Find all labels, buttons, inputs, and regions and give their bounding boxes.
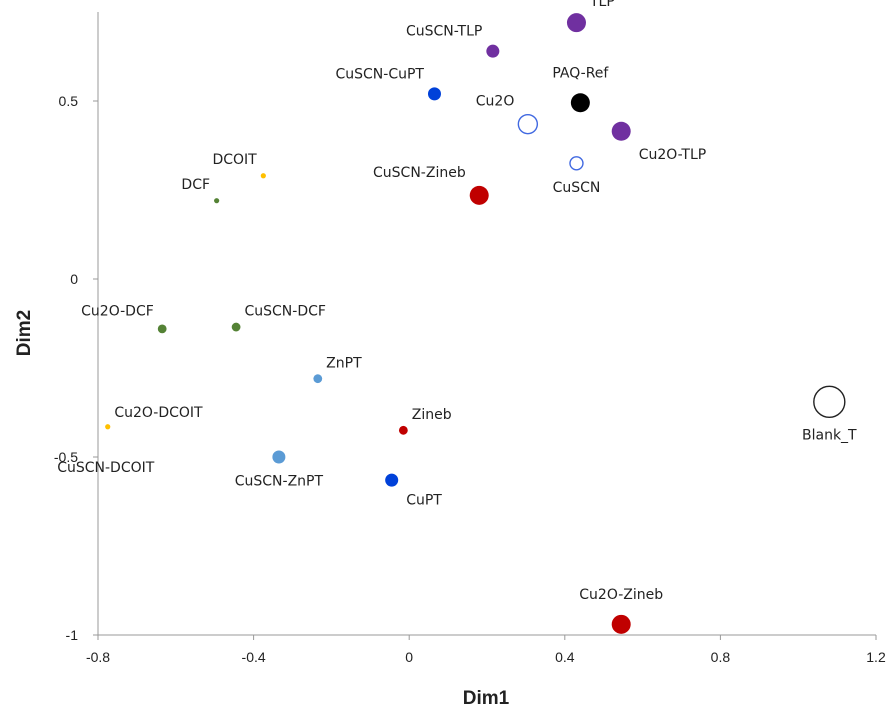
point-label-cuscn: CuSCN (553, 180, 601, 196)
point-label-tlp: TLP (589, 0, 615, 10)
point-label-cu2o-dcoit: Cu2O-DCOIT (114, 405, 203, 421)
data-point-cuscn-zineb (469, 185, 489, 205)
data-point-cu2o-dcoit (105, 424, 111, 430)
data-point-cuscn-cupt (427, 87, 441, 101)
data-point-dcf (214, 198, 220, 204)
point-label-cu2o-zineb: Cu2O-Zineb (579, 587, 663, 603)
data-point-zineb (398, 425, 408, 435)
data-point-dcoit (260, 173, 266, 179)
point-label-cu2o-tlp: Cu2O-TLP (639, 147, 707, 163)
y-tick-label: 0.5 (59, 93, 79, 109)
point-label-cuscn-cupt: CuSCN-CuPT (336, 66, 425, 82)
point-label-zineb: Zineb (412, 407, 452, 423)
point-label-dcf: DCF (181, 177, 210, 193)
x-tick-label: 0.4 (555, 649, 575, 665)
point-label-cuscn-dcf: CuSCN-DCF (244, 304, 325, 320)
data-point-cuscn-dcf (231, 322, 241, 332)
data-points (105, 13, 846, 634)
data-point-cuscn-tlp (486, 44, 500, 58)
data-point-cu2o-tlp (611, 121, 631, 141)
data-point-znpt (313, 374, 323, 384)
point-label-cuscn-zineb: CuSCN-Zineb (373, 165, 466, 181)
point-label-cu2o: Cu2O (476, 94, 515, 110)
point-label-cuscn-dcoit: CuSCN-DCOIT (57, 460, 155, 476)
data-point-cu2o-zineb (611, 614, 631, 634)
point-labels: TLP CuSCN-TLP CuSCN-CuPT PAQ-Ref Cu2O Cu2O-TL… (57, 0, 857, 603)
data-point-cu2o (517, 113, 539, 135)
point-label-cuscn-tlp: CuSCN-TLP (406, 24, 482, 40)
point-label-cuscn-znpt: CuSCN-ZnPT (235, 474, 324, 490)
x-tick-label: 0.8 (711, 649, 731, 665)
data-point-tlp (566, 13, 586, 33)
x-tick-label: 0 (405, 649, 413, 665)
x-tick-label: -0.8 (86, 649, 110, 665)
point-label-znpt: ZnPT (326, 355, 362, 371)
y-ticks: -1 -0.5 0 0.5 (54, 93, 98, 643)
data-point-cupt (385, 473, 399, 487)
x-tick-label: 1.2 (866, 649, 886, 665)
axes (97, 12, 876, 636)
point-label-cupt: CuPT (406, 493, 442, 509)
y-tick-label: 0 (70, 271, 78, 287)
point-label-blank-t: Blank_T (802, 427, 857, 443)
point-label-paq-ref: PAQ-Ref (552, 65, 609, 81)
y-axis-title: Dim2 (14, 310, 35, 356)
point-label-dcoit: DCOIT (212, 152, 257, 168)
data-point-paq-ref (570, 93, 590, 113)
data-point-cuscn-znpt (272, 450, 286, 464)
x-axis-title: Dim1 (463, 688, 510, 709)
x-tick-label: -0.4 (242, 649, 266, 665)
y-tick-label: -0.5 (54, 449, 78, 465)
data-point-cuscn (569, 156, 584, 171)
data-point-blank-t (813, 385, 846, 419)
data-point-cu2o-dcf (157, 324, 167, 334)
point-label-cu2o-dcf: Cu2O-DCF (81, 303, 154, 319)
x-ticks: -0.8 -0.4 0 0.4 0.8 1.2 (86, 635, 886, 665)
y-tick-label: -1 (66, 627, 79, 643)
